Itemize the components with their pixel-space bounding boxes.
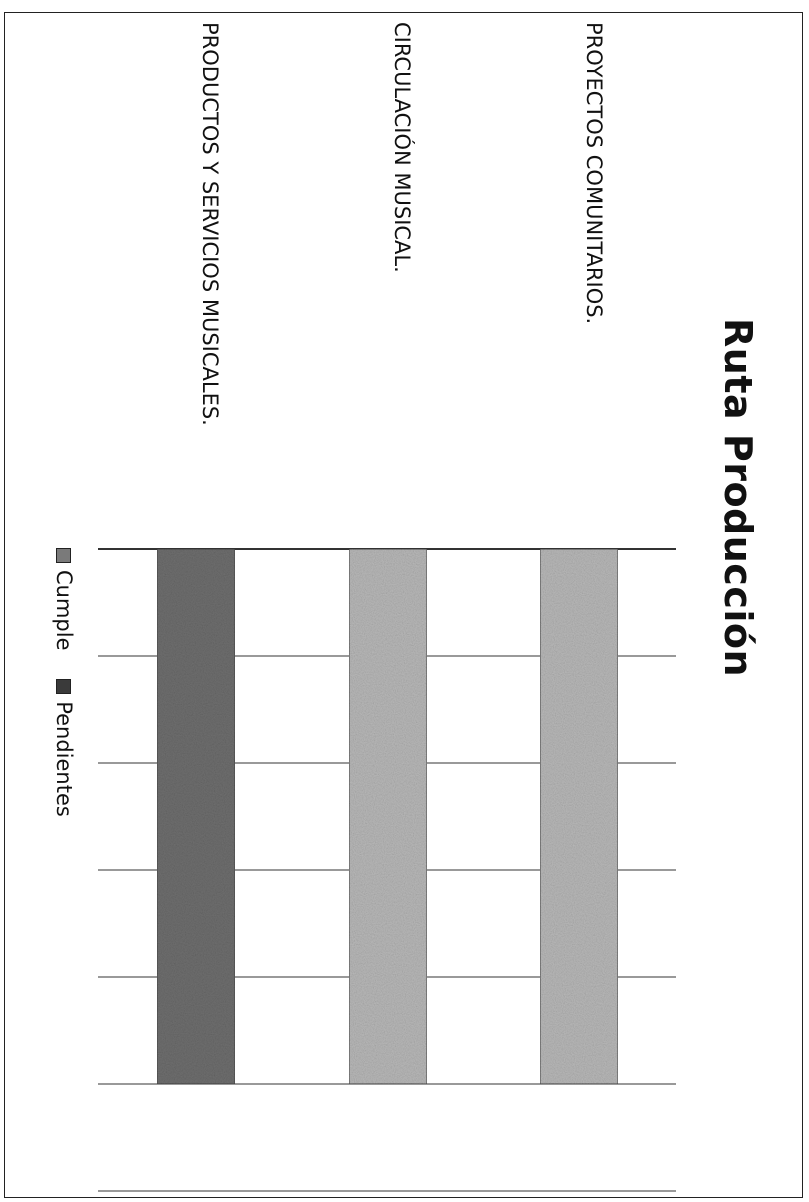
bar-cumple bbox=[156, 548, 236, 1085]
category-label: CIRCULACIÓN MUSICAL. bbox=[390, 22, 414, 273]
legend-label: Pendientes bbox=[52, 701, 76, 817]
legend-item-cumple: Cumple bbox=[52, 548, 76, 651]
chart-legend: Cumple Pendientes bbox=[52, 548, 76, 839]
legend-label: Cumple bbox=[52, 570, 76, 651]
category-label: PRODUCTOS Y SERVICIOS MUSICALES. bbox=[198, 22, 222, 426]
chart-title: Ruta Producción bbox=[716, 318, 760, 678]
legend-swatch-pendientes bbox=[56, 679, 72, 695]
bar-cumple bbox=[348, 548, 428, 1085]
bar-cumple bbox=[539, 548, 619, 1085]
page-border bbox=[4, 12, 803, 1198]
category-label: PROYECTOS COMUNITARIOS. bbox=[582, 22, 606, 325]
legend-item-pendientes: Pendientes bbox=[52, 679, 76, 817]
legend-swatch-cumple bbox=[56, 548, 72, 563]
bars bbox=[156, 548, 619, 1085]
